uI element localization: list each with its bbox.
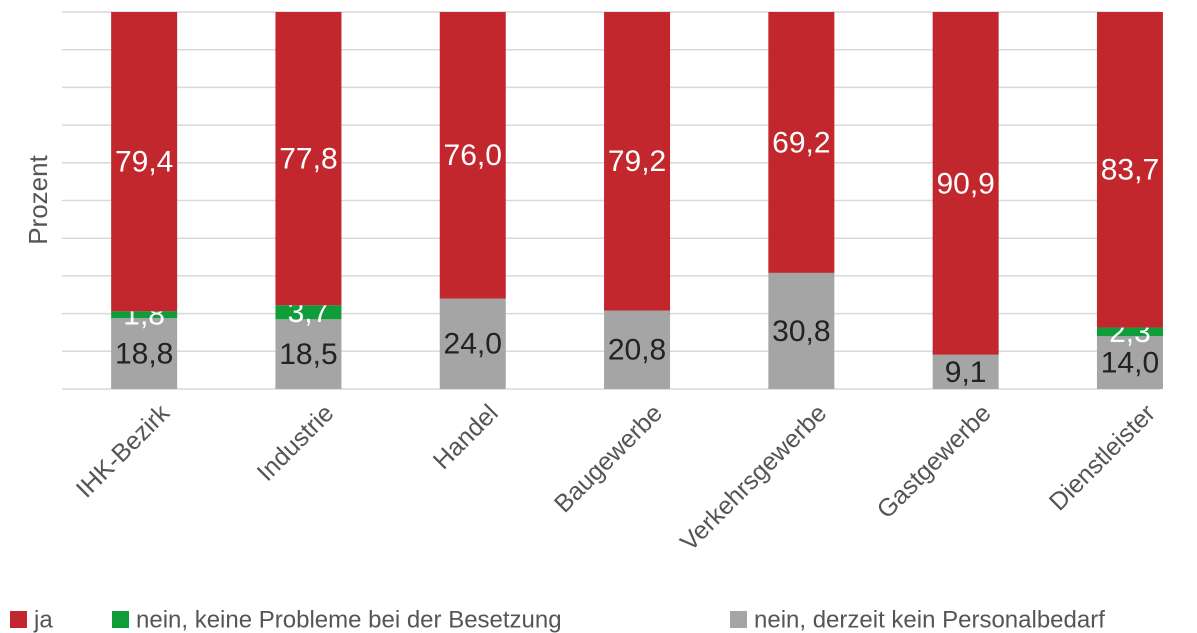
value-label: 24,0 xyxy=(444,328,502,361)
legend-swatch xyxy=(10,611,27,628)
legend-swatch xyxy=(730,611,747,628)
value-label: 18,5 xyxy=(279,338,337,371)
value-label: 69,2 xyxy=(772,126,830,159)
bar-segment xyxy=(111,318,178,389)
legend-label: nein, keine Probleme bei der Besetzung xyxy=(136,606,562,633)
value-label: 20,8 xyxy=(608,334,666,367)
x-tick-label: Verkehrsgewerbe xyxy=(675,399,832,556)
x-tick-label: IHK-Bezirk xyxy=(71,399,176,504)
bar-segment xyxy=(1096,12,1163,328)
bar-segment xyxy=(111,311,178,319)
x-tick-label: Handel xyxy=(428,399,504,475)
value-label: 77,8 xyxy=(279,143,337,176)
bar-segment xyxy=(275,319,342,389)
bar-segment xyxy=(932,12,999,355)
y-axis-label: Prozent xyxy=(23,154,53,244)
bar-segment xyxy=(604,12,671,311)
x-tick-label: Gastgewerbe xyxy=(872,399,997,524)
value-label: 79,2 xyxy=(608,145,666,178)
bar-segment xyxy=(768,272,835,389)
x-tick-label: Dienstleister xyxy=(1044,399,1161,516)
bar-segment xyxy=(1096,336,1163,389)
value-label: 18,8 xyxy=(115,337,173,370)
value-label: 83,7 xyxy=(1101,154,1159,187)
bar-segment xyxy=(932,354,999,389)
legend-label: ja xyxy=(33,606,53,633)
x-tick-label: Baugewerbe xyxy=(549,399,668,518)
value-label: 30,8 xyxy=(772,315,830,348)
value-label: 90,9 xyxy=(936,167,994,200)
value-label: 76,0 xyxy=(444,139,502,172)
bar-segment xyxy=(439,298,506,389)
bar-segment xyxy=(604,310,671,389)
value-label: 79,4 xyxy=(115,146,173,179)
bar-segment xyxy=(275,12,342,306)
x-tick-label: Industrie xyxy=(252,399,340,487)
bar-segment xyxy=(439,12,506,299)
legend-label: nein, derzeit kein Personalbedarf xyxy=(754,606,1105,633)
bar-segment xyxy=(275,305,342,320)
bar-segment xyxy=(768,12,835,273)
bar-segment xyxy=(111,12,178,312)
value-label: 14,0 xyxy=(1101,347,1159,380)
legend-swatch xyxy=(112,611,129,628)
value-label: 9,1 xyxy=(945,356,987,389)
bar-segment xyxy=(1096,327,1163,337)
